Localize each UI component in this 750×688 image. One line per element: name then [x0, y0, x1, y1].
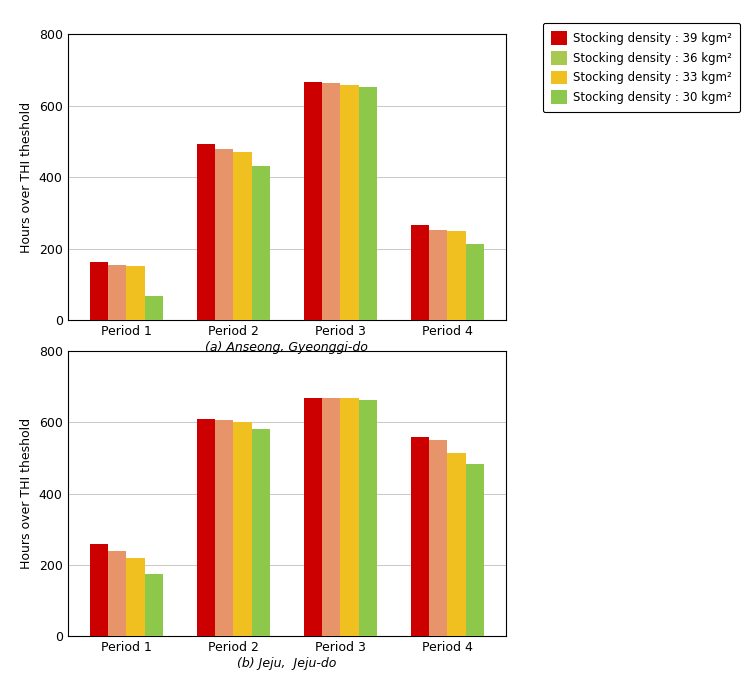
Bar	[429, 440, 448, 636]
Y-axis label: Hours over THI theshold: Hours over THI theshold	[20, 418, 33, 569]
Bar	[145, 574, 163, 636]
Bar	[90, 544, 108, 636]
Bar	[215, 420, 233, 636]
Y-axis label: Hours over THI theshold: Hours over THI theshold	[20, 102, 33, 252]
Bar	[197, 420, 215, 636]
Bar	[411, 226, 429, 320]
Text: (b) Jeju,  Jeju-do: (b) Jeju, Jeju-do	[237, 657, 336, 670]
Bar	[322, 398, 340, 636]
Bar	[233, 152, 251, 320]
Bar	[466, 464, 484, 636]
Bar	[429, 230, 448, 320]
Legend: Stocking density : 39 kgm², Stocking density : 36 kgm², Stocking density : 33 kg: Stocking density : 39 kgm², Stocking den…	[542, 23, 740, 112]
Bar	[90, 261, 108, 320]
Bar	[304, 398, 322, 636]
Bar	[340, 85, 358, 320]
Bar	[466, 244, 484, 320]
Bar	[126, 558, 145, 636]
Bar	[448, 453, 466, 636]
Bar	[251, 166, 270, 320]
Bar	[448, 231, 466, 320]
Bar	[322, 83, 340, 320]
Bar	[358, 400, 376, 636]
Bar	[251, 429, 270, 636]
Bar	[108, 550, 126, 636]
Bar	[340, 398, 358, 636]
Bar	[358, 87, 376, 320]
Bar	[197, 144, 215, 320]
Bar	[126, 266, 145, 320]
Bar	[108, 266, 126, 320]
Bar	[215, 149, 233, 320]
Bar	[233, 422, 251, 636]
Text: (a) Anseong, Gyeonggi-do: (a) Anseong, Gyeonggi-do	[205, 341, 368, 354]
Bar	[304, 82, 322, 320]
Bar	[145, 296, 163, 320]
Bar	[411, 438, 429, 636]
